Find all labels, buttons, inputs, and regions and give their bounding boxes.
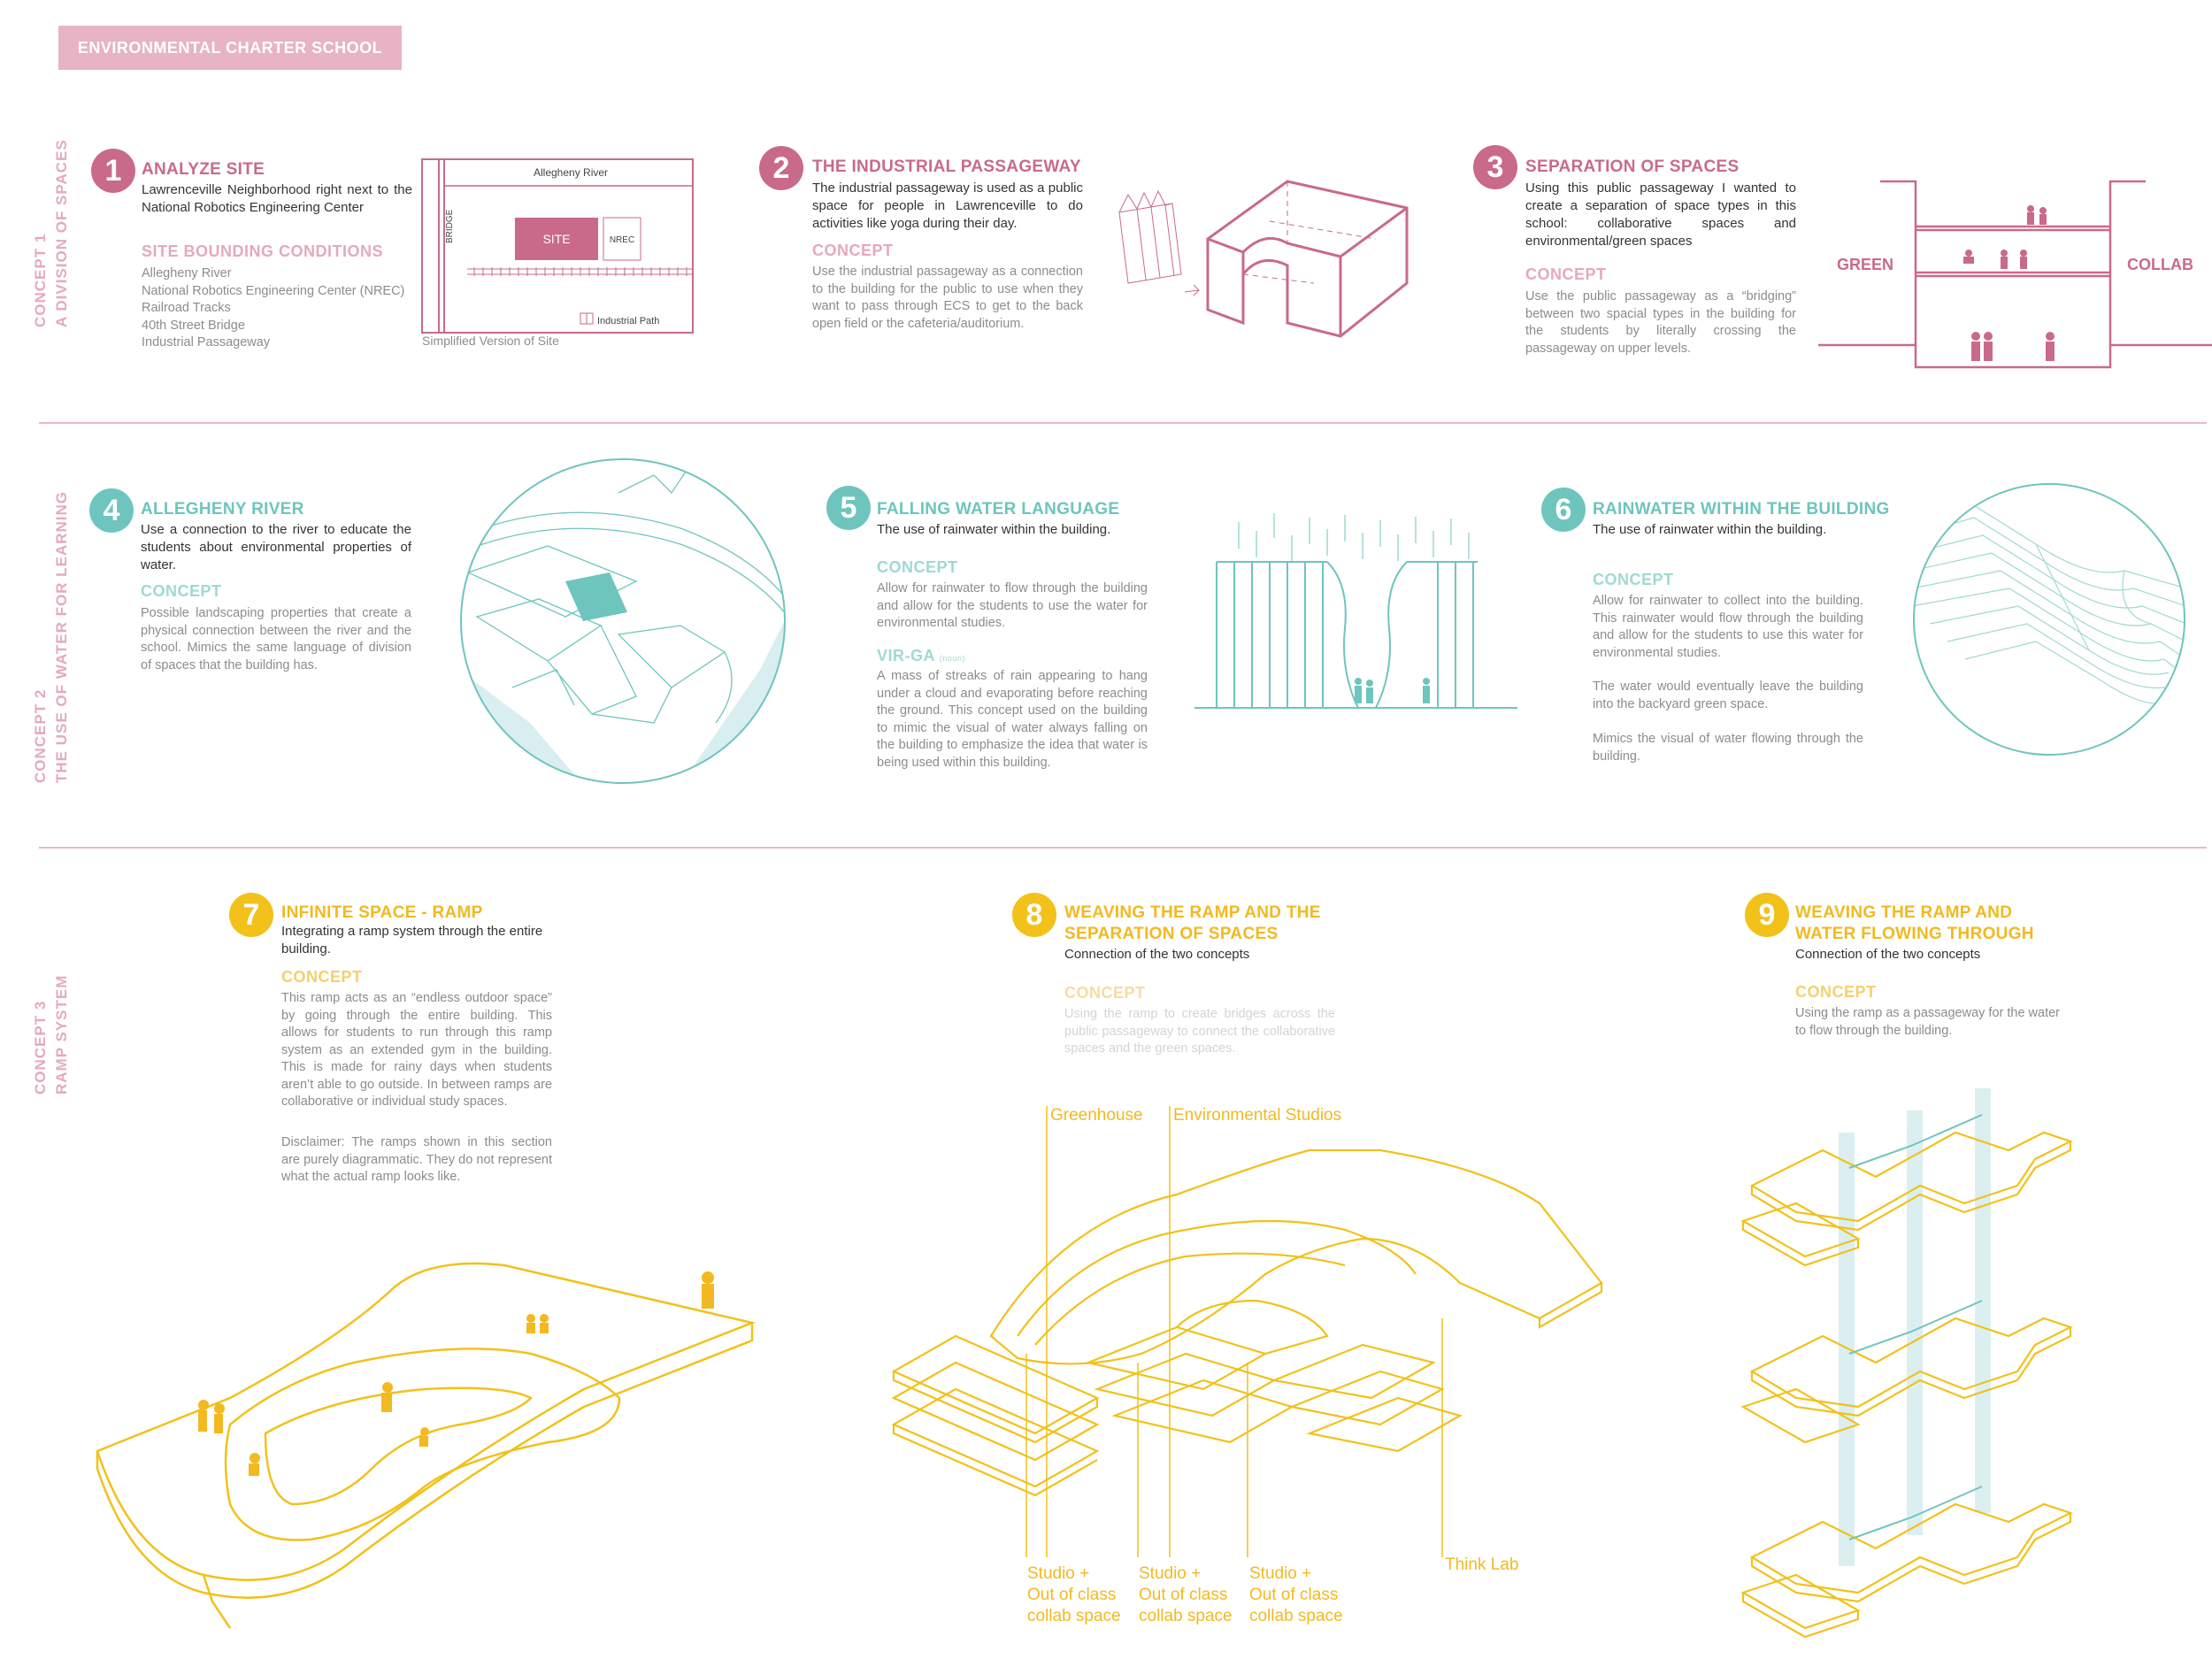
section-3-concept-body: Use the public passageway as a “bridging… (1525, 289, 1796, 356)
step-number-7: 7 (229, 893, 273, 937)
concept-2-label: CONCEPT 2 THE USE OF WATER FOR LEARNING (32, 491, 70, 783)
site-map (421, 158, 694, 334)
divider (39, 847, 2207, 849)
section-8-description: Connection of the two concepts (1064, 947, 1250, 962)
section-6-concept-body: Allow for rainwater to collect into the … (1593, 594, 1863, 660)
virga-heading: VIR-GA (noun) (877, 647, 965, 664)
weaving-ramp-diagram (891, 1106, 1603, 1557)
section-3-label-collab: COLLAB (2127, 256, 2193, 273)
section-7-concept-heading: CONCEPT (281, 968, 363, 986)
step-number-1: 1 (91, 149, 135, 193)
virga-definition: A mass of streaks of rain appearing to h… (877, 669, 1148, 770)
section-2-concept-body: Use the industrial passageway as a conne… (812, 265, 1083, 331)
section-6-concept-heading: CONCEPT (1593, 571, 1674, 588)
section-6-title: RAINWATER WITHIN THE BUILDING (1593, 500, 1890, 518)
section-3-title: SEPARATION OF SPACES (1525, 157, 1740, 176)
section-1-subtitle: SITE BOUNDING CONDITIONS (142, 242, 384, 260)
infinite-ramp-diagram (96, 1262, 757, 1629)
label-greenhouse: Greenhouse (1050, 1106, 1143, 1125)
section-7-disclaimer: Disclaimer: The ramps shown in this sect… (281, 1135, 552, 1184)
section-7-title: INFINITE SPACE - RAMP (281, 903, 483, 922)
section-3-concept-heading: CONCEPT (1525, 265, 1607, 283)
step-number-5: 5 (826, 486, 871, 530)
falling-water-diagram (1194, 513, 1517, 709)
section-4-concept-heading: CONCEPT (141, 582, 222, 600)
concept-3-label: CONCEPT 3 RAMP SYSTEM (32, 974, 70, 1094)
label-studio-collab-3: Studio + Out of class collab space (1249, 1564, 1343, 1625)
site-conditions-list: Allegheny River National Robotics Engine… (142, 265, 425, 352)
ramp-water-diagram (1740, 1088, 2073, 1639)
section-2-concept-heading: CONCEPT (812, 242, 894, 259)
step-number-4: 4 (89, 488, 134, 533)
step-number-8: 8 (1012, 893, 1056, 937)
section-9-description: Connection of the two concepts (1795, 947, 1981, 962)
section-9-concept-heading: CONCEPT (1795, 983, 1877, 1001)
section-6-concept-body: Mimics the visual of water flowing throu… (1593, 732, 1863, 764)
list-item: Railroad Tracks (142, 301, 231, 315)
label-studio-collab-1: Studio + Out of class collab space (1027, 1564, 1121, 1625)
section-9-concept-body: Using the ramp as a passageway for the w… (1795, 1006, 2061, 1038)
section-1-title: ANALYZE SITE (142, 160, 265, 179)
list-item: Industrial Passageway (142, 335, 271, 349)
separation-section-diagram (1818, 180, 2212, 369)
map-label-site: SITE (542, 232, 571, 246)
section-9-title: WEAVING THE RAMP AND WATER FLOWING THROU… (1795, 903, 2034, 943)
list-item: 40th Street Bridge (142, 318, 245, 333)
section-7-description: Integrating a ramp system through the en… (281, 924, 543, 956)
step-number-3: 3 (1473, 145, 1517, 189)
label-think-lab: Think Lab (1445, 1555, 1519, 1574)
section-2-description: The industrial passageway is used as a p… (812, 180, 1083, 231)
list-item: National Robotics Engineering Center (NR… (142, 283, 405, 298)
section-4-concept-body: Possible landscaping properties that cre… (141, 606, 411, 672)
map-caption: Simplified Version of Site (422, 334, 559, 348)
step-number-9: 9 (1745, 893, 1789, 937)
map-label-nrec: NREC (609, 235, 635, 245)
list-item: Allegheny River (142, 266, 232, 280)
section-8-concept-body: Using the ramp to create bridges across … (1064, 1007, 1335, 1056)
section-2-title: THE INDUSTRIAL PASSAGEWAY (812, 157, 1081, 176)
section-5-title: FALLING WATER LANGUAGE (877, 500, 1120, 518)
step-number-2: 2 (759, 146, 803, 190)
label-studio-collab-2: Studio + Out of class collab space (1139, 1564, 1233, 1625)
map-label-river: Allegheny River (534, 166, 609, 179)
section-4-description: Use a connection to the river to educate… (141, 522, 411, 572)
divider (39, 422, 2207, 424)
page-title: ENVIRONMENTAL CHARTER SCHOOL (58, 26, 402, 70)
river-circle-diagram (460, 458, 786, 784)
map-label-path: Industrial Path (597, 316, 660, 326)
section-3-description: Using this public passageway I wanted to… (1525, 180, 1796, 249)
section-3-label-green: GREEN (1837, 256, 1894, 273)
step-number-6: 6 (1541, 488, 1586, 532)
section-6-concept-body: The water would eventually leave the bui… (1593, 680, 1863, 711)
section-5-description: The use of rainwater within the building… (877, 522, 1111, 537)
section-5-concept-body: Allow for rainwater to flow through the … (877, 581, 1148, 630)
section-8-title: WEAVING THE RAMP AND THE SEPARATION OF S… (1064, 903, 1321, 943)
section-1-description: Lawrenceville Neighborhood right next to… (142, 182, 412, 215)
label-environmental-studios: Environmental Studios (1173, 1106, 1342, 1125)
map-label-bridge: BRIDGE (445, 209, 455, 243)
section-8-concept-heading: CONCEPT (1064, 984, 1146, 1002)
section-7-concept-body: This ramp acts as an “endless outdoor sp… (281, 991, 552, 1109)
section-4-title: ALLEGHENY RIVER (141, 500, 304, 518)
section-5-concept-heading: CONCEPT (877, 558, 958, 576)
section-6-description: The use of rainwater within the building… (1593, 522, 1827, 537)
rainwater-circle-diagram (1913, 483, 2185, 756)
passageway-diagram (1118, 180, 1409, 338)
